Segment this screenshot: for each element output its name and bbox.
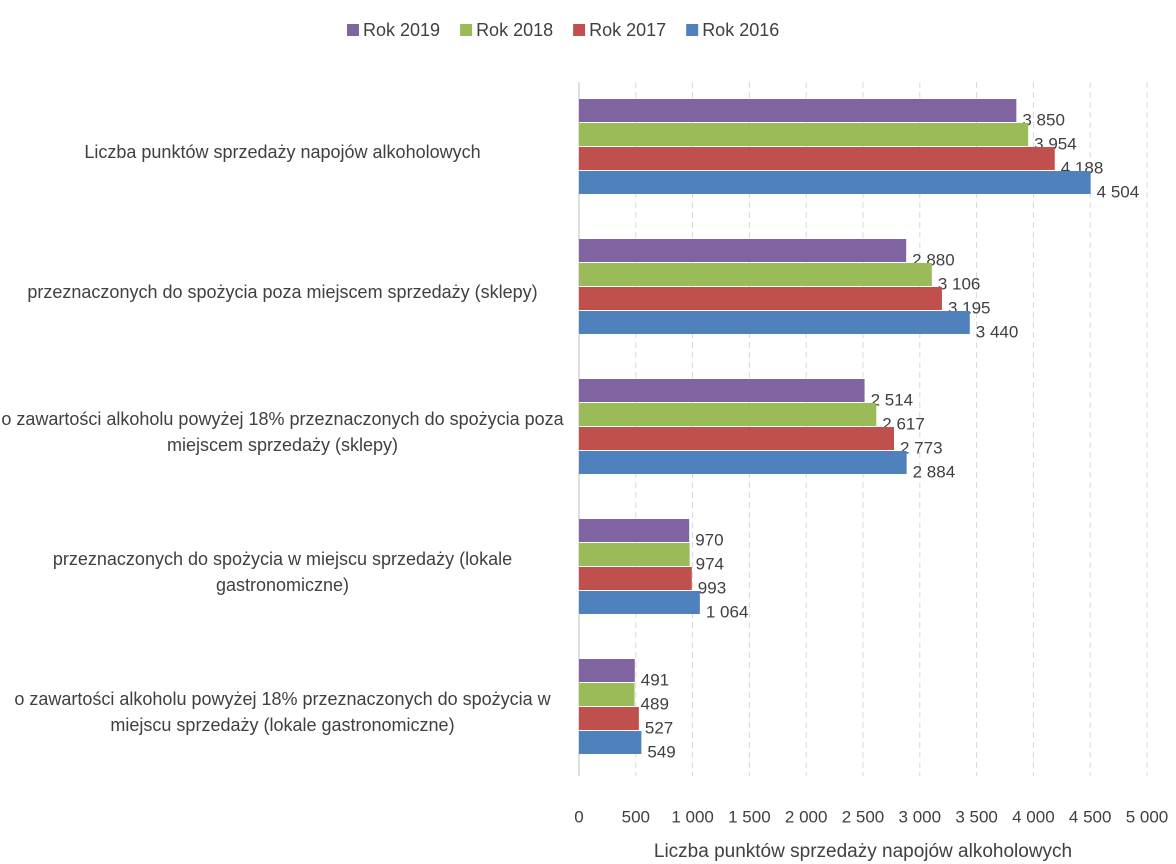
legend-swatch <box>460 24 473 36</box>
value-label: 2 884 <box>913 462 956 481</box>
x-tick-label: 3 500 <box>955 807 998 826</box>
x-tick-label: 1 500 <box>728 807 771 826</box>
bar <box>579 123 1029 146</box>
x-tick-label: 2 500 <box>842 807 885 826</box>
y-tick-label: o zawartości alkoholu powyżej 18% przezn… <box>14 689 551 735</box>
bar <box>579 659 635 682</box>
bar <box>579 567 692 590</box>
value-label: 2 773 <box>900 438 943 457</box>
bar <box>579 519 690 542</box>
legend-label: Rok 2017 <box>589 20 666 40</box>
y-tick-label: o zawartości alkoholu powyżej 18% przezn… <box>1 409 564 455</box>
bar <box>579 99 1017 122</box>
legend-swatch <box>686 24 699 36</box>
x-tick-label: 4 500 <box>1069 807 1112 826</box>
x-tick-label: 500 <box>622 807 650 826</box>
legend-swatch <box>573 24 586 36</box>
value-label: 970 <box>695 530 723 549</box>
value-label: 3 440 <box>976 322 1019 341</box>
bar <box>579 543 690 566</box>
bar <box>579 731 642 754</box>
legend-label: Rok 2019 <box>363 20 440 40</box>
bar <box>579 403 877 426</box>
value-label: 527 <box>645 718 673 737</box>
x-tick-label: 4 000 <box>1012 807 1055 826</box>
value-label: 489 <box>641 694 669 713</box>
y-tick-label: Liczba punktów sprzedaży napojów alkohol… <box>84 142 481 162</box>
bar <box>579 427 895 450</box>
legend-swatch <box>347 24 359 36</box>
bar <box>579 379 865 402</box>
value-label: 549 <box>647 742 675 761</box>
value-label: 491 <box>641 670 669 689</box>
bar <box>579 239 907 262</box>
bar <box>579 683 635 706</box>
x-axis-title: Liczba punktów sprzedaży napojów alkohol… <box>654 841 1072 862</box>
bar <box>579 707 639 730</box>
legend-label: Rok 2018 <box>476 20 553 40</box>
value-label: 993 <box>698 578 726 597</box>
value-label: 3 850 <box>1022 110 1065 129</box>
value-label: 974 <box>696 554 724 573</box>
bar <box>579 287 942 310</box>
legend-label: Rok 2016 <box>702 20 779 40</box>
value-label: 2 514 <box>871 390 914 409</box>
x-tick-label: 0 <box>574 807 583 826</box>
x-tick-label: 3 000 <box>899 807 942 826</box>
value-label: 1 064 <box>706 602 749 621</box>
bar <box>579 263 932 286</box>
x-tick-label: 5 000 <box>1126 807 1169 826</box>
bar <box>579 311 970 334</box>
y-tick-label: przeznaczonych do spożycia w miejscu spr… <box>52 549 513 595</box>
value-label: 4 504 <box>1097 182 1140 201</box>
value-label: 3 106 <box>938 274 981 293</box>
bar <box>579 591 700 614</box>
bar <box>579 171 1091 194</box>
y-tick-label: przeznaczonych do spożycia poza miejscem… <box>27 282 538 302</box>
bar <box>579 147 1055 170</box>
bar <box>579 451 907 474</box>
x-tick-label: 1 000 <box>671 807 714 826</box>
x-tick-label: 2 000 <box>785 807 828 826</box>
